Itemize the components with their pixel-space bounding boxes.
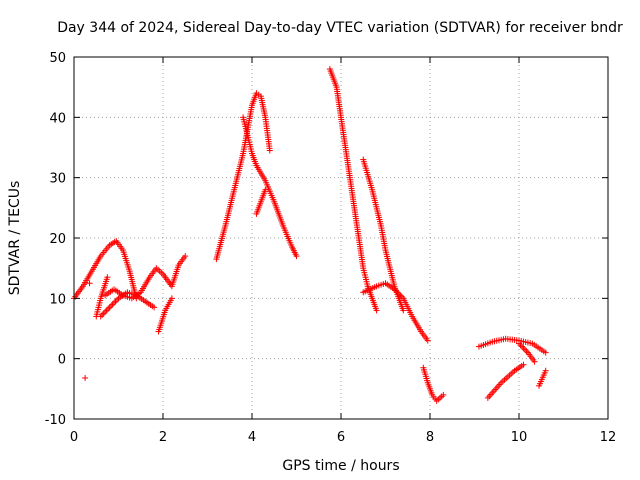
data-point [109, 301, 116, 308]
x-tick-label: 12 [600, 430, 617, 445]
x-tick-label: 6 [337, 430, 345, 445]
data-point [168, 295, 175, 302]
data-point [114, 296, 121, 303]
data-point [531, 358, 538, 365]
data-point [100, 310, 107, 317]
data-point [542, 367, 549, 374]
data-point [520, 345, 527, 352]
data-point [104, 274, 111, 281]
x-tick-label: 2 [159, 430, 167, 445]
data-point [82, 374, 89, 381]
y-tick-label: 30 [49, 172, 66, 187]
data-point [111, 299, 118, 306]
data-point [440, 391, 447, 398]
data-point [151, 304, 158, 311]
x-tick-label: 4 [248, 430, 256, 445]
data-point [182, 253, 189, 260]
x-axis-label: GPS time / hours [282, 458, 399, 474]
y-axis-label: SDTVAR / TECUs [7, 181, 23, 296]
x-tick-label: 8 [426, 430, 434, 445]
data-point [102, 308, 109, 315]
data-point [262, 186, 269, 193]
data-point [521, 346, 528, 353]
data-point [400, 307, 407, 314]
data-point [518, 343, 525, 350]
data-point [542, 349, 549, 356]
chart-title: Day 344 of 2024, Sidereal Day-to-day VTE… [57, 20, 623, 36]
y-tick-label: -10 [45, 413, 66, 428]
y-tick-label: 0 [58, 353, 66, 368]
data-point [105, 305, 112, 312]
data-point [523, 348, 530, 355]
x-tick-label: 10 [511, 430, 528, 445]
x-tick-label: 0 [70, 430, 78, 445]
y-tick-label: 40 [49, 111, 66, 126]
y-tick-label: 50 [49, 51, 66, 66]
data-point [86, 280, 93, 287]
data-point [99, 311, 106, 318]
data-point [424, 337, 431, 344]
y-tick-label: 10 [49, 292, 66, 307]
data-point [373, 307, 380, 314]
data-point [103, 307, 110, 314]
data-point [517, 342, 524, 349]
data-point [108, 302, 115, 309]
data-point [266, 147, 273, 154]
data-point [106, 304, 113, 311]
data-point [293, 253, 300, 260]
data-point [112, 298, 119, 305]
data-points [71, 66, 549, 404]
data-point [520, 361, 527, 368]
y-tick-label: 20 [49, 232, 66, 247]
axis-ticks: 0 2 4 6 8 10 12 -10 0 10 20 30 40 50 [45, 51, 617, 445]
